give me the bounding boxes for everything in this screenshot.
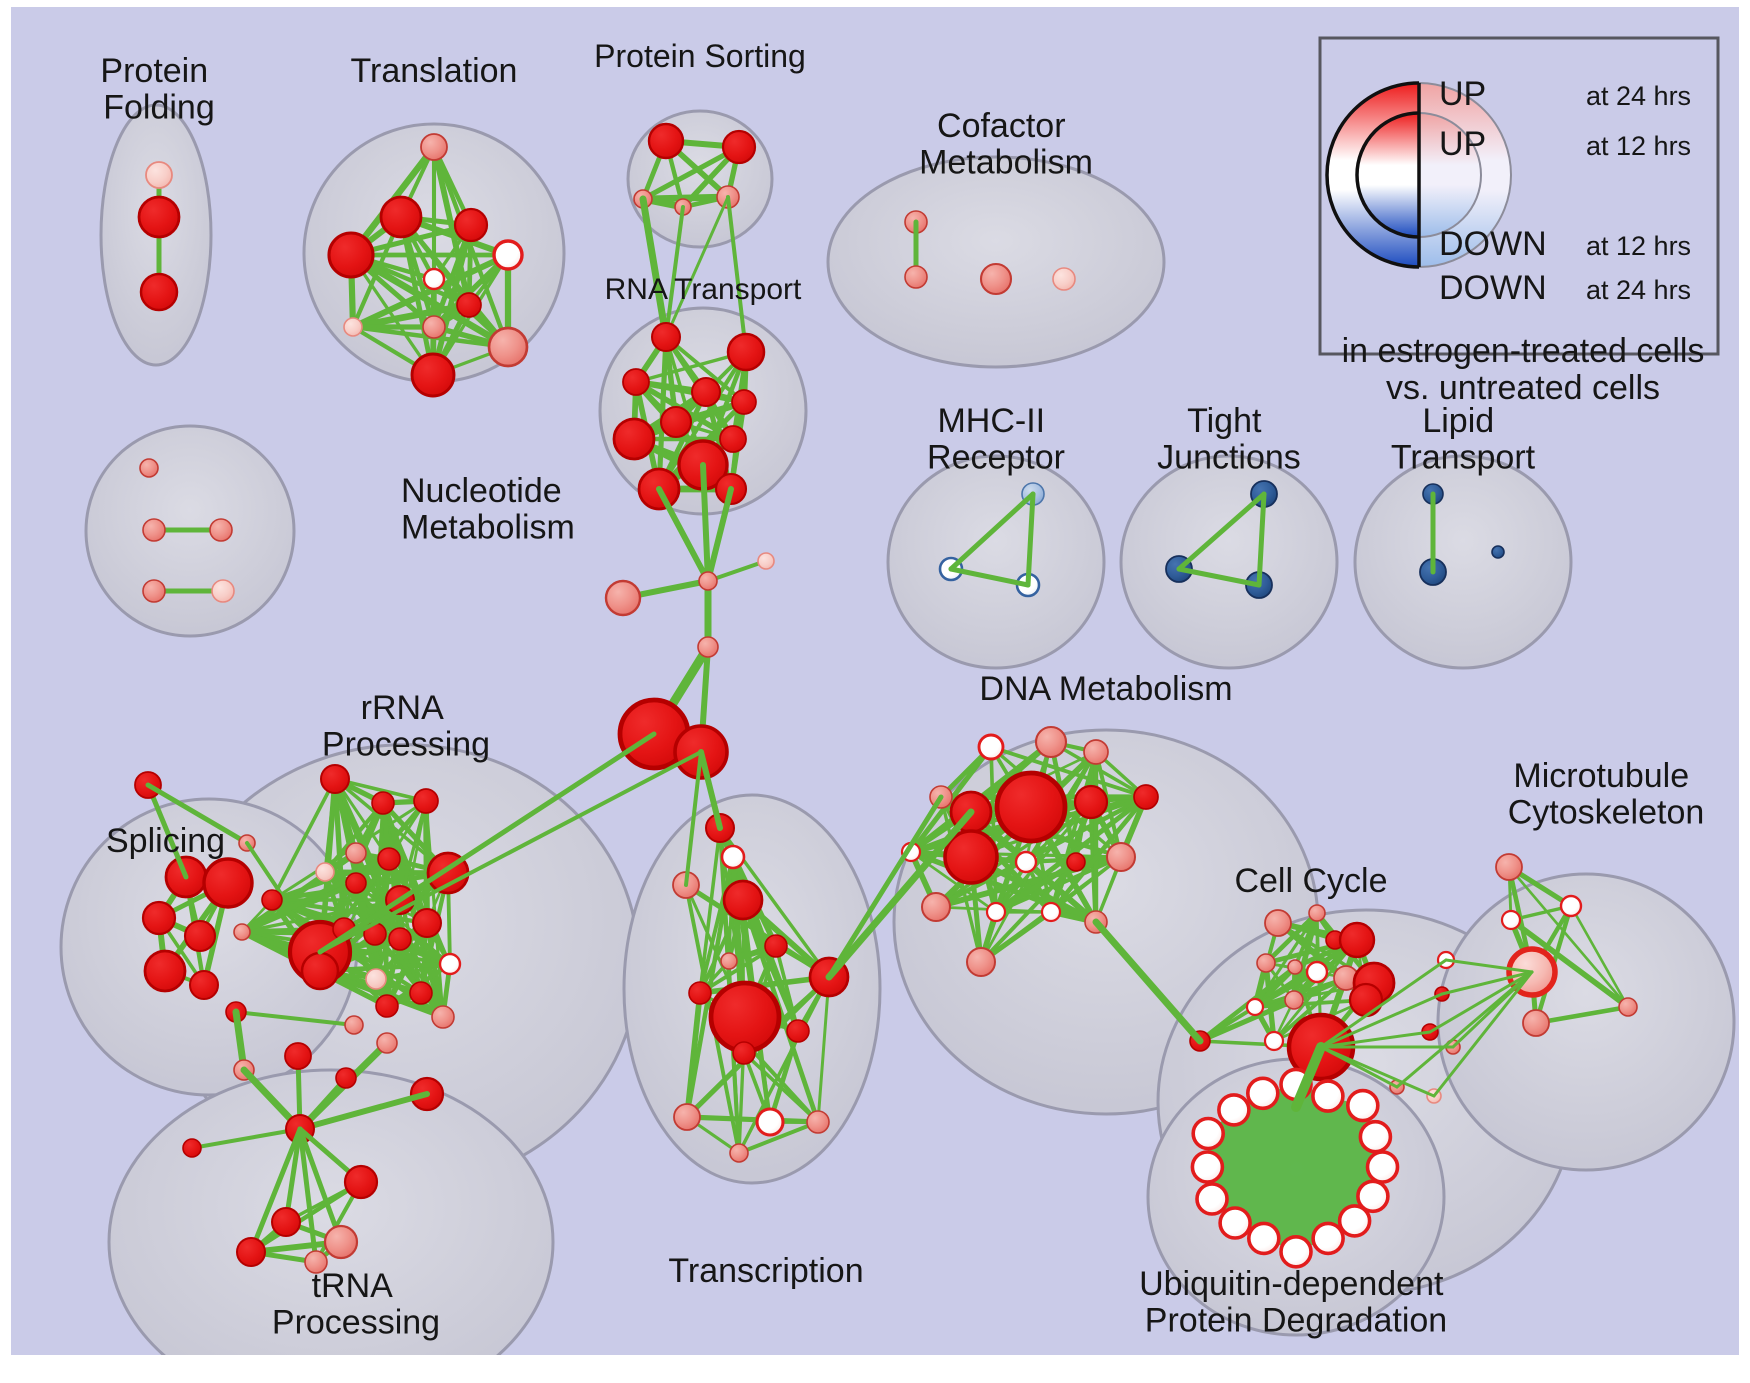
svg-text:RNA Transport: RNA Transport (605, 273, 802, 306)
svg-text:Cell Cycle: Cell Cycle (1234, 862, 1387, 900)
svg-text:in estrogen-treated cells: in estrogen-treated cells (1342, 332, 1705, 370)
svg-text:DOWN: DOWN (1439, 225, 1547, 263)
svg-text:Nucleotide Metabolism: Nucleotide Metabolism (401, 472, 575, 547)
svg-text:Protein Sorting: Protein Sorting (594, 38, 806, 74)
svg-text:Protein Folding: Protein Folding (100, 52, 217, 127)
svg-text:at 12 hrs: at 12 hrs (1586, 131, 1691, 161)
svg-text:DOWN: DOWN (1439, 269, 1547, 307)
svg-text:at 12 hrs: at 12 hrs (1586, 231, 1691, 261)
svg-text:at 24 hrs: at 24 hrs (1586, 81, 1691, 111)
svg-text:UP: UP (1439, 125, 1486, 163)
svg-text:at 24 hrs: at 24 hrs (1586, 275, 1691, 305)
svg-text:Microtubule Cytoskeleton: Microtubule Cytoskeleton (1508, 757, 1705, 832)
svg-text:Ubiquitin-dependent Protein De: Ubiquitin-dependent Protein Degradation (1139, 1265, 1453, 1340)
svg-text:Splicing: Splicing (106, 822, 225, 860)
svg-text:Translation: Translation (351, 52, 518, 90)
svg-text:UP: UP (1439, 75, 1486, 113)
svg-text:Transcription: Transcription (668, 1252, 863, 1290)
svg-text:Cofactor Metabolism: Cofactor Metabolism (919, 107, 1093, 182)
svg-text:MHC-II Receptor: MHC-II Receptor (927, 402, 1065, 477)
svg-text:DNA Metabolism: DNA Metabolism (979, 670, 1232, 708)
